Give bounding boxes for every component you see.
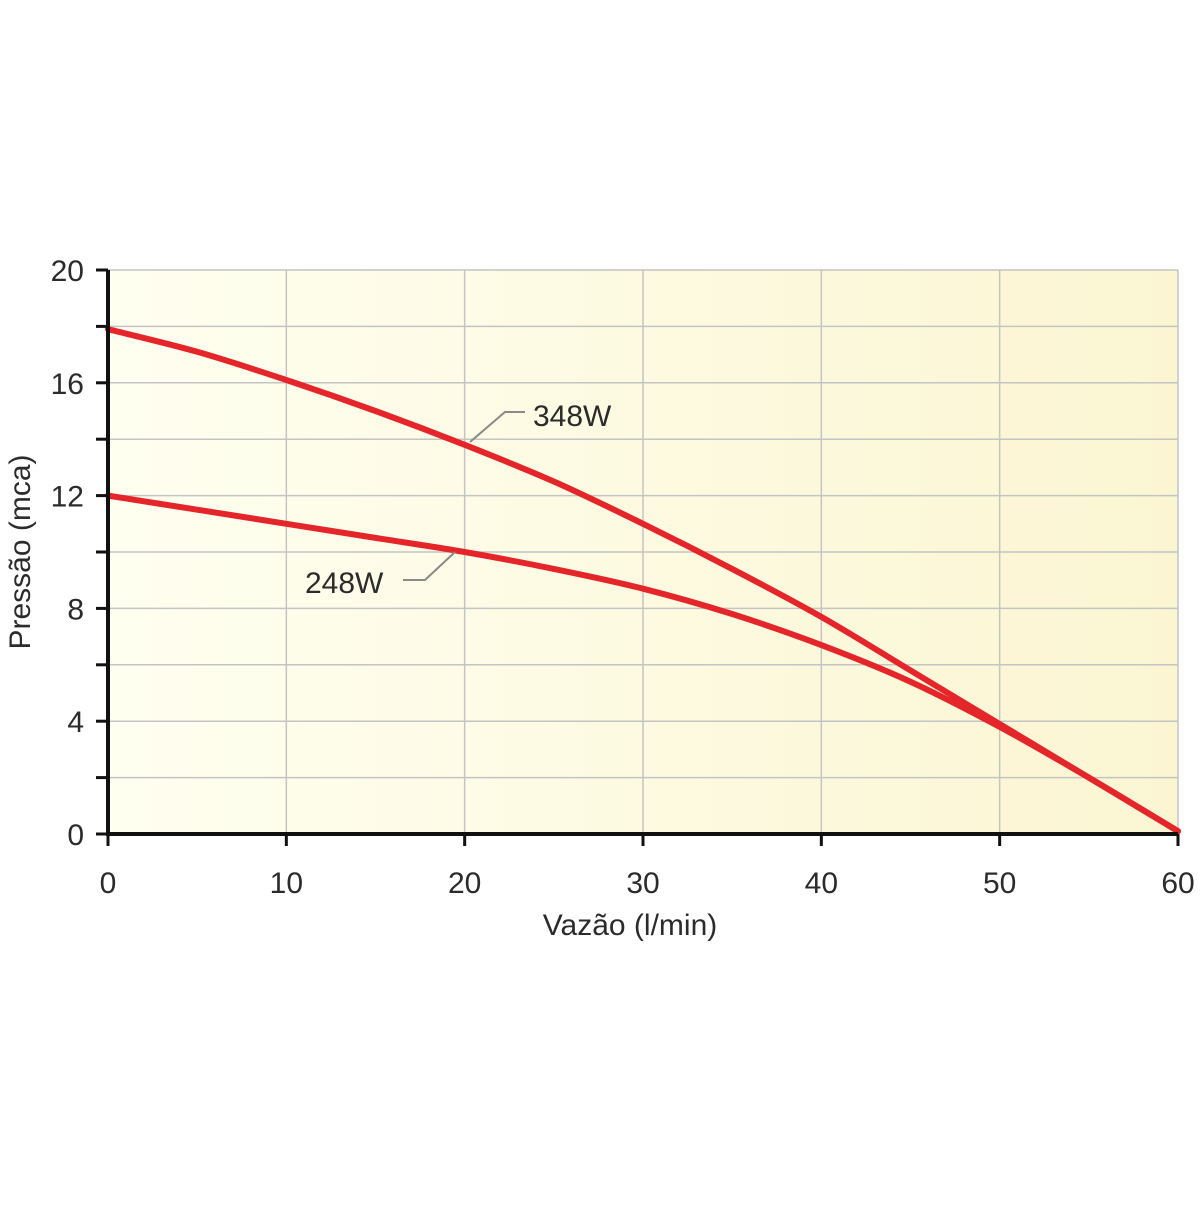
- x-tick-label: 20: [448, 867, 481, 900]
- axes: [96, 268, 1180, 846]
- leader-line-248w: [403, 551, 456, 581]
- tick-labels: 0 10 20 30 40 50 60 0 4 8 12 16 20: [51, 255, 1195, 900]
- series-label-348w: 348W: [533, 400, 612, 433]
- x-tick-label: 0: [100, 867, 117, 900]
- y-tick-label: 20: [51, 255, 84, 288]
- x-axis-title: Vazão (l/min): [543, 909, 718, 942]
- y-tick-label: 12: [51, 481, 84, 514]
- series-annotations: 348W 248W: [305, 400, 612, 600]
- x-tick-label: 60: [1161, 867, 1194, 900]
- y-tick-label: 8: [67, 593, 84, 626]
- y-tick-label: 0: [67, 819, 84, 852]
- x-tick-label: 40: [805, 867, 838, 900]
- series-line-248w: [105, 492, 1181, 835]
- x-tick-label: 50: [983, 867, 1016, 900]
- y-tick-label: 16: [51, 368, 84, 401]
- y-tick-label: 4: [67, 706, 84, 739]
- x-tick-label: 30: [626, 867, 659, 900]
- series-lines: [105, 326, 1181, 835]
- leader-line-348w: [469, 411, 525, 443]
- x-tick-label: 10: [270, 867, 303, 900]
- grid: [108, 269, 1179, 834]
- y-axis-title: Pressão (mca): [4, 454, 37, 649]
- series-label-248w: 248W: [305, 567, 384, 600]
